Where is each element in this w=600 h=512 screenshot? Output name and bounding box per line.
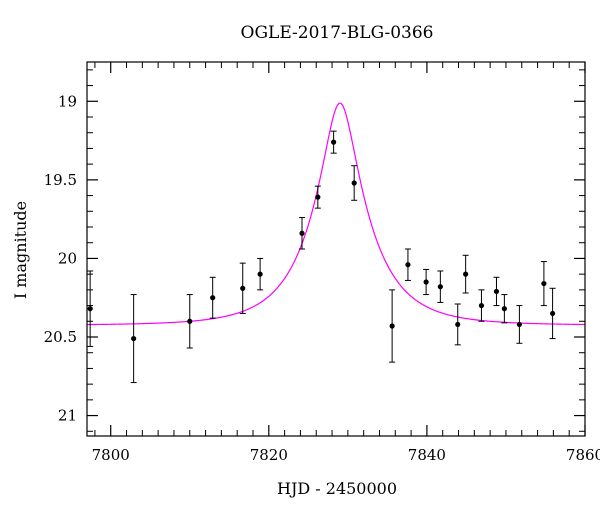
data-point [351, 180, 357, 186]
data-point [187, 318, 193, 324]
y-tick-label: 21 [58, 407, 77, 425]
data-points-layer [87, 130, 556, 384]
data-point [87, 306, 93, 312]
data-point [331, 139, 337, 145]
model-curve [86, 102, 586, 326]
chart-title: OGLE-2017-BLG-0366 [241, 23, 434, 43]
minor-ticks [87, 62, 585, 436]
data-point [257, 271, 263, 277]
x-tick-label: 7840 [408, 446, 446, 464]
data-point [315, 194, 321, 200]
data-point [437, 284, 443, 290]
tick-labels: 7800 7820 7840 7860 19 19.5 20 20.5 21 [44, 92, 600, 464]
data-point [240, 285, 246, 291]
plot-frame [86, 61, 586, 437]
x-tick-label: 7800 [92, 446, 130, 464]
y-axis-label: I magnitude [11, 201, 30, 299]
model-curve-layer [86, 102, 586, 326]
data-point [405, 262, 411, 268]
data-point [478, 302, 485, 309]
data-point [463, 271, 469, 277]
data-point [516, 321, 522, 328]
y-tick-label: 20 [58, 249, 77, 267]
y-tick-label: 20.5 [44, 328, 77, 346]
data-point [131, 335, 137, 342]
x-axis-label: HJD - 2450000 [277, 479, 397, 498]
data-point [455, 321, 461, 328]
data-point [389, 323, 395, 329]
y-tick-label: 19.5 [44, 171, 77, 189]
y-tick-label: 19 [58, 92, 77, 110]
data-point [210, 295, 216, 301]
x-tick-label: 7820 [250, 446, 288, 464]
data-point [501, 306, 507, 312]
x-tick-label: 7860 [566, 446, 600, 464]
data-point [423, 279, 429, 285]
data-point [493, 288, 500, 295]
data-point [549, 310, 556, 317]
major-ticks [87, 62, 586, 436]
data-point [299, 230, 305, 236]
data-point [541, 280, 547, 287]
